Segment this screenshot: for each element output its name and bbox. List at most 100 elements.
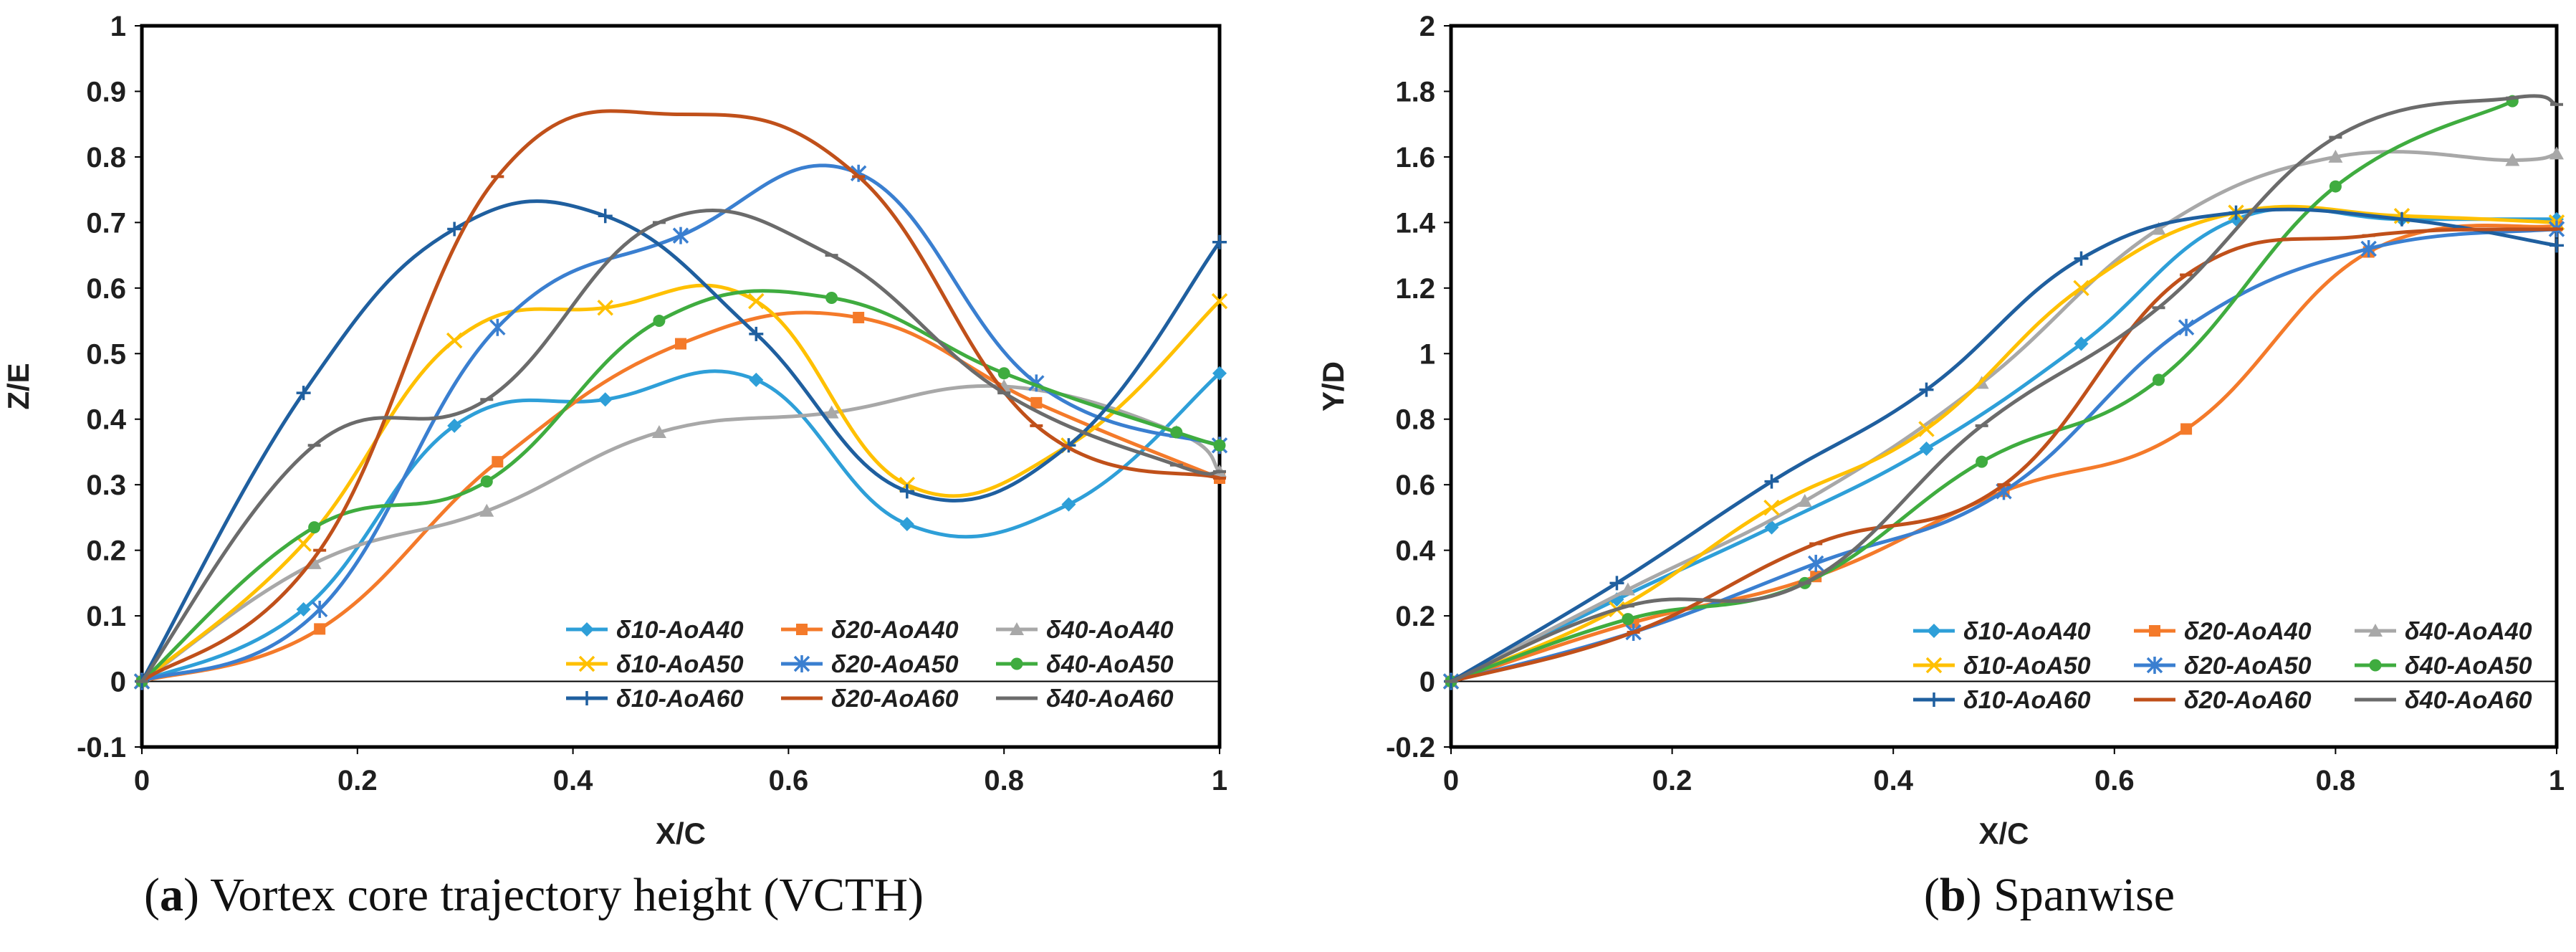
legend-item: δ40-AoA50 — [2355, 652, 2532, 680]
legend-label: δ20-AoA50 — [2184, 652, 2312, 680]
data-point-marker — [296, 601, 311, 617]
legend-label: δ40-AoA50 — [1046, 651, 1174, 678]
series-δ20-AoA40 — [136, 310, 1225, 687]
series-line — [1449, 227, 2559, 683]
y-tick-label: -0.2 — [1386, 732, 1435, 763]
y-tick-label: 1 — [110, 11, 126, 42]
legend: δ10-AoA40 δ20-AoA40 δ40-AoA40 δ10-AoA50 δ20-… — [566, 617, 1174, 713]
y-tick-label: 0.9 — [86, 76, 126, 108]
data-point-marker — [597, 300, 613, 316]
legend-item: δ40-AoA50 — [996, 651, 1174, 678]
data-point-marker — [1927, 692, 1941, 707]
data-point-marker — [447, 418, 462, 433]
data-point-marker — [2153, 373, 2165, 386]
legend-item: δ20-AoA40 — [2134, 618, 2312, 645]
legend-label: δ10-AoA40 — [1963, 618, 2091, 645]
legend-label: δ20-AoA50 — [831, 651, 959, 678]
chart-panel-b: -0.2 0 0.2 0.4 0.6 0.8 1 1.2 1.4 1.6 1.8 2 0 0.2 0.4 0.… — [1316, 11, 2565, 921]
data-point-marker — [2328, 149, 2343, 163]
data-point-marker — [2151, 222, 2166, 235]
x-tick-label: 0.4 — [553, 765, 593, 796]
y-tick-label: 1.6 — [1395, 142, 1435, 173]
series-δ10-AoA60 — [135, 199, 1227, 689]
legend-label: δ10-AoA40 — [616, 617, 744, 644]
y-tick-label: 0.6 — [1395, 470, 1435, 501]
plot-frame — [1449, 24, 2559, 749]
data-point-marker — [2146, 657, 2163, 674]
y-tick-label: 1 — [1419, 338, 1435, 370]
data-point-marker — [307, 556, 322, 569]
data-point-marker — [651, 425, 666, 439]
x-tick-label: 0.6 — [769, 765, 809, 796]
data-point-marker — [1212, 366, 1227, 381]
x-tick-label: 0.2 — [1652, 765, 1692, 796]
caption-text: Spanwise — [1993, 869, 2175, 921]
data-point-marker — [1918, 421, 1935, 437]
x-axis-title: X/C — [1978, 817, 2029, 850]
data-point-marker — [1919, 382, 1934, 397]
legend-label: δ20-AoA40 — [2184, 618, 2312, 645]
legend-label: δ20-AoA40 — [831, 617, 959, 644]
data-point-marker — [1030, 396, 1043, 409]
legend-item: δ40-AoA40 — [996, 617, 1174, 644]
data-point-marker — [2149, 625, 2160, 637]
data-point-marker — [1620, 582, 1635, 596]
data-point-marker — [1763, 499, 1780, 516]
data-point-marker — [2549, 146, 2564, 160]
y-tick-label: 0.7 — [86, 207, 126, 239]
legend-item: δ40-AoA60 — [996, 685, 1174, 713]
data-point-marker — [2074, 336, 2089, 351]
legend-item: δ20-AoA60 — [781, 685, 959, 713]
data-point-marker — [492, 456, 504, 468]
data-point-marker — [1925, 657, 1943, 674]
y-axis-title: Y/D — [1316, 361, 1350, 411]
legend-label: δ10-AoA50 — [616, 651, 744, 678]
data-point-marker — [311, 600, 328, 618]
y-tick-label: 1.2 — [1395, 273, 1435, 305]
data-point-marker — [2360, 239, 2377, 257]
x-axis-title: X/C — [656, 817, 706, 850]
y-tick-label: 1.4 — [1395, 207, 1435, 239]
x-tick-label: 1 — [2549, 765, 2565, 796]
y-tick-label: 0 — [110, 667, 126, 698]
data-point-marker — [489, 318, 506, 336]
y-tick-label: 0.1 — [86, 601, 126, 632]
data-point-marker — [580, 691, 594, 705]
series-δ40-AoA60 — [1445, 94, 2563, 683]
series-line — [140, 369, 1222, 683]
series-δ10-AoA50 — [1442, 204, 2565, 690]
y-tick-label: 0.5 — [86, 338, 126, 370]
data-point-marker — [672, 227, 689, 244]
data-point-marker — [479, 503, 494, 517]
series-δ40-AoA60 — [135, 208, 1226, 683]
data-point-marker — [824, 405, 839, 419]
data-point-marker — [1170, 426, 1183, 439]
data-point-marker — [853, 311, 865, 323]
legend-item: δ10-AoA50 — [566, 651, 744, 678]
legend-label: δ40-AoA60 — [1046, 685, 1174, 713]
x-tick-label: 0.8 — [984, 765, 1024, 796]
data-point-marker — [1797, 494, 1812, 508]
data-point-marker — [2549, 238, 2564, 253]
data-point-marker — [825, 292, 838, 305]
data-point-marker — [1764, 474, 1779, 489]
legend-item: δ10-AoA60 — [1913, 687, 2091, 714]
series-line — [1449, 224, 2559, 683]
x-tick-label: 0.2 — [337, 765, 378, 796]
y-tick-label: 0.8 — [86, 142, 126, 173]
series-δ10-AoA60 — [1444, 205, 2564, 689]
series-line — [1449, 99, 2514, 683]
data-point-marker — [480, 475, 493, 488]
data-point-marker — [1927, 624, 1941, 638]
series-line — [1449, 94, 2559, 683]
data-point-marker — [1010, 622, 1024, 635]
data-point-marker — [1061, 497, 1076, 512]
y-tick-label: 0.4 — [86, 404, 126, 436]
data-point-marker — [598, 392, 613, 407]
data-point-marker — [1213, 439, 1226, 452]
data-point-marker — [447, 222, 462, 237]
legend-item: δ40-AoA60 — [2355, 687, 2532, 714]
y-tick-label: 0.6 — [86, 273, 126, 305]
data-point-marker — [1622, 613, 1634, 626]
caption-label: a — [160, 869, 183, 921]
